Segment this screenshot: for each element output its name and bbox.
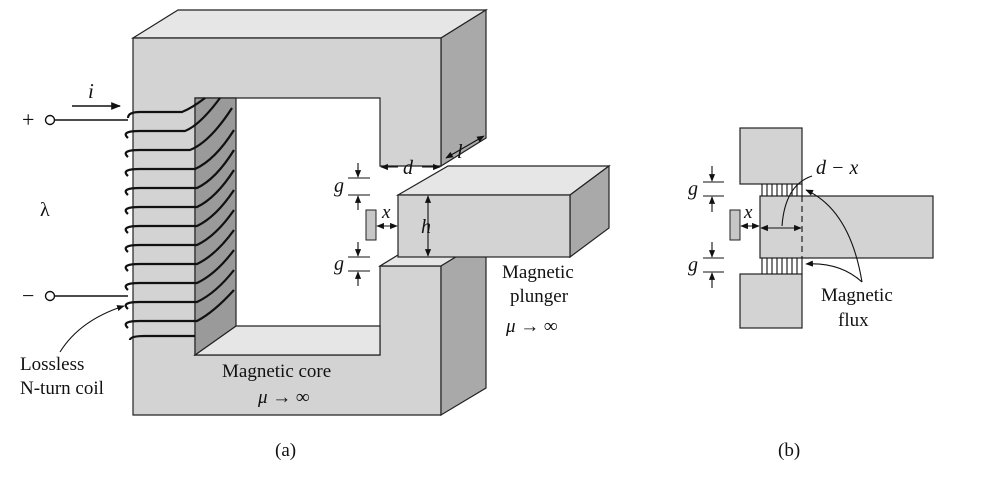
coil-turn — [124, 149, 235, 196]
caption-b: (b) — [778, 440, 800, 461]
dim-x-label: x — [381, 202, 391, 223]
gap-spacer-block-b — [729, 209, 741, 241]
dim-g-top — [348, 163, 370, 210]
upper-pole-piece — [739, 127, 803, 185]
flux-callout-arrow-bottom — [805, 260, 863, 283]
coil-turn — [126, 97, 206, 119]
dim-g-top-label-b: g — [688, 178, 698, 200]
coil-turn — [124, 107, 233, 158]
coil-label-line2: N-turn coil — [20, 378, 104, 399]
dim-g-top-label: g — [334, 175, 344, 197]
panel-b: x d − x g g Magnetic flux (b) — [688, 127, 934, 461]
core-label-line1: Magnetic core — [222, 361, 331, 382]
flux-label-line1: Magnetic — [821, 285, 893, 306]
plus-label: + — [22, 107, 34, 132]
dim-l-arrow — [445, 135, 485, 159]
coil-turn — [124, 249, 235, 291]
caption-a: (a) — [275, 440, 296, 461]
dim-g-top-b — [703, 166, 724, 212]
coil-turn — [124, 269, 235, 310]
coil-turn — [124, 129, 235, 177]
flux-linkage-label: λ — [40, 199, 50, 221]
dim-h-label: h — [421, 216, 431, 238]
panel-a: i + − λ Lossless N-turn coil Magnetic co… — [20, 8, 611, 461]
plunger-label-line2: plunger — [510, 286, 569, 307]
dim-x-label-b: x — [743, 202, 753, 223]
core-upper-side-face — [440, 8, 487, 168]
coil-turn — [128, 334, 195, 341]
minus-terminal — [44, 290, 56, 302]
core-top-face — [130, 9, 489, 39]
dim-d-label: d — [403, 157, 414, 179]
core-label-line2: μ → ∞ — [257, 387, 310, 408]
coil-turn — [124, 169, 235, 215]
minus-label: − — [22, 283, 34, 308]
plunger-label-line1: Magnetic — [502, 262, 574, 283]
flux-callout-arrow-top — [805, 189, 863, 283]
coil-turn — [124, 289, 235, 329]
dim-d-minus-x-leader — [781, 175, 813, 227]
lower-pole-piece — [739, 273, 803, 329]
coil-turn — [124, 229, 235, 272]
coil-callout-arrow — [59, 305, 125, 353]
dim-g-bottom-b — [703, 242, 724, 288]
coil-turn — [124, 209, 235, 253]
plunger-label-line3: μ → ∞ — [505, 316, 558, 337]
plus-terminal — [44, 114, 56, 126]
terminals — [44, 102, 128, 302]
dim-l-label: l — [457, 141, 463, 163]
coil-turn — [124, 189, 235, 234]
coil-label-line2-text: N-turn coil — [20, 378, 104, 399]
core-lower-side-face — [440, 242, 487, 417]
dim-g-bottom-label-b: g — [688, 254, 698, 276]
dim-d-minus-x-label: d − x — [816, 157, 858, 179]
flux-lines-bottom — [761, 258, 803, 274]
current-label: i — [88, 79, 94, 103]
magnetic-plunger — [395, 164, 611, 259]
coil-turn — [124, 97, 221, 139]
dim-g-bottom-label: g — [334, 253, 344, 275]
gap-spacer-block — [365, 209, 377, 241]
dim-g-bottom — [348, 242, 370, 286]
coil-windings — [124, 97, 235, 341]
flux-label-line2: flux — [838, 310, 869, 331]
coil-label-line1: Lossless — [20, 354, 84, 375]
